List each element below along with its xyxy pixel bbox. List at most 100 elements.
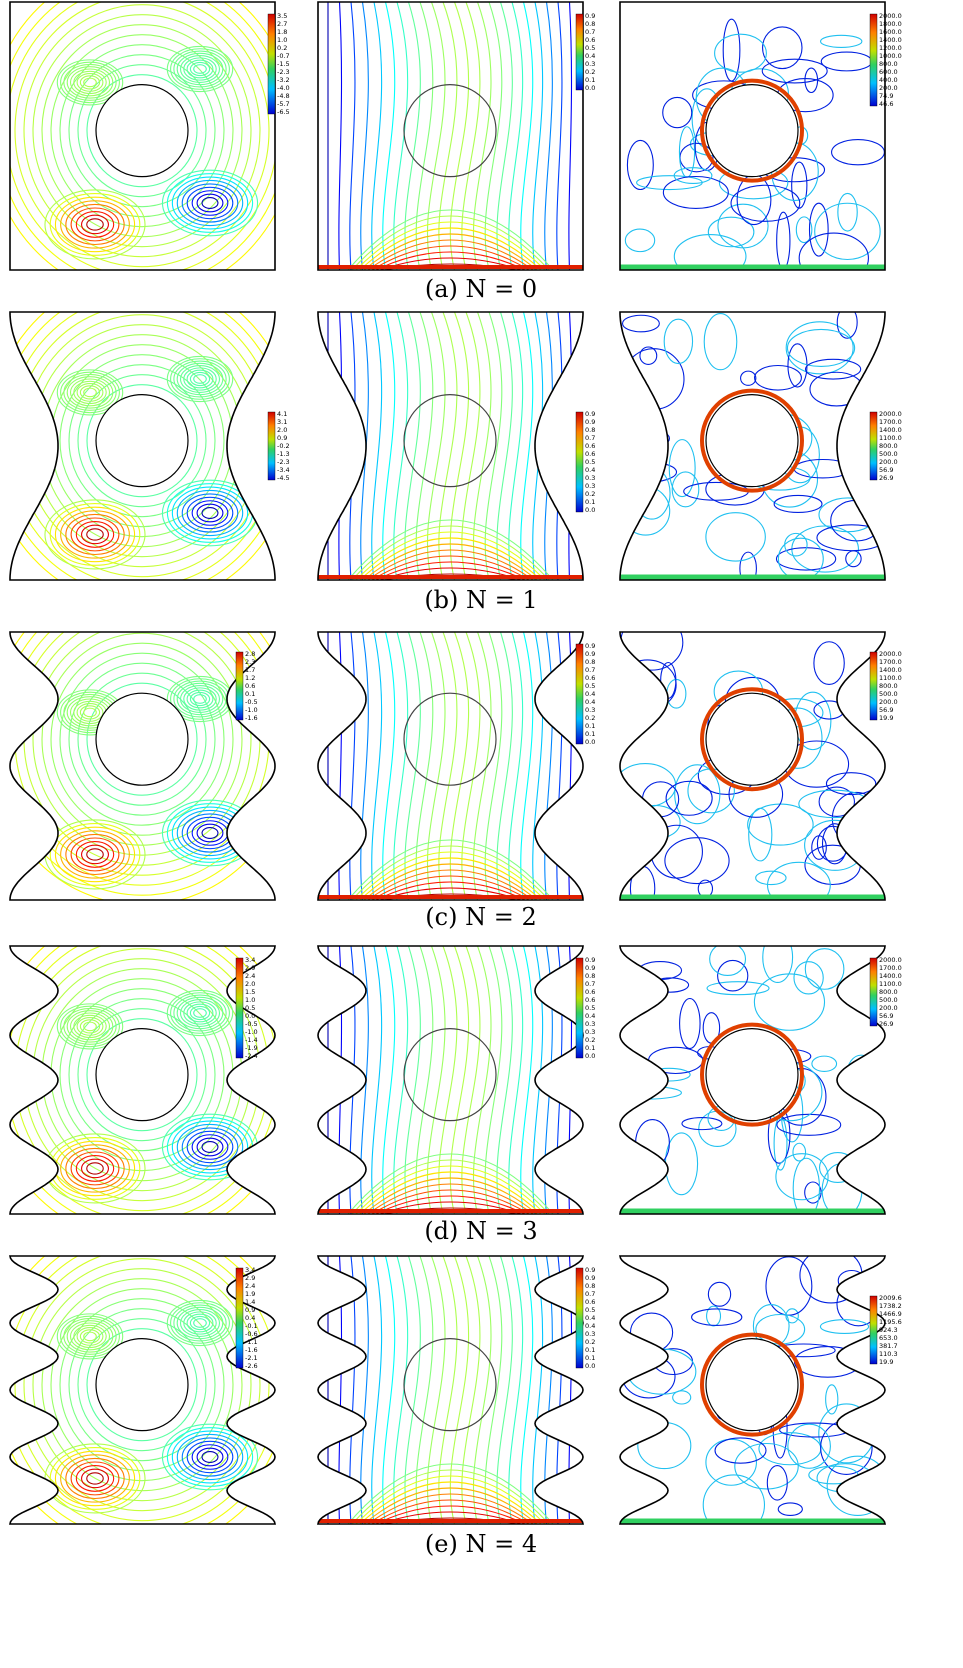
colorbar-label: 500.0 (879, 996, 898, 1004)
cylinder (404, 1339, 496, 1431)
contour-line (557, 632, 562, 900)
contour-line (787, 329, 854, 366)
contour-line (710, 943, 746, 976)
contour-line (372, 946, 382, 1214)
contour-line (638, 1280, 656, 1294)
contour-panel: 3.52.71.81.00.2-0.7-1.5-2.3-3.2-4.0-4.8-… (0, 0, 296, 297)
contour-line (817, 525, 886, 551)
colorbar-label: 0.0 (585, 1362, 595, 1370)
colorbar (576, 412, 583, 512)
contour-line (826, 1385, 838, 1414)
colorbar-label: 56.9 (879, 466, 893, 474)
colorbar-label: 200.0 (879, 458, 898, 466)
contours (318, 1256, 583, 1524)
colorbar-label: 4.1 (277, 410, 287, 418)
colorbar-label: 2000.0 (879, 956, 902, 964)
contour-panel: 0.90.90.80.70.60.50.40.40.30.20.10.10.0 (318, 632, 595, 900)
colorbar-label: 0.9 (245, 1306, 255, 1314)
cylinder (404, 693, 496, 785)
colorbar-label: 1.5 (245, 988, 255, 996)
contour-line (821, 35, 862, 47)
colorbar-label: 1800.0 (879, 20, 902, 28)
contour-line (755, 365, 802, 390)
colorbar-label: 1400.0 (879, 666, 902, 674)
colorbar-label: 0.4 (245, 1314, 255, 1322)
contour-line (778, 538, 823, 579)
colorbar-label: 0.8 (585, 658, 595, 666)
colorbar-label: 500.0 (879, 690, 898, 698)
contour-line (64, 374, 116, 410)
contour-line (821, 52, 872, 71)
contour-line (167, 1118, 252, 1177)
colorbar-label: 0.4 (585, 52, 595, 60)
colorbar-label: 0.9 (585, 650, 595, 658)
colorbar-label: 1100.0 (879, 980, 902, 988)
colorbar-label: 0.0 (585, 84, 595, 92)
colorbar-label: 3.1 (277, 418, 287, 426)
contour-line (545, 946, 553, 1214)
contour-line (533, 1256, 543, 1524)
contour-line (171, 993, 230, 1033)
colorbar-label: 0.7 (585, 980, 595, 988)
colorbar-label: 0.9 (585, 12, 595, 20)
colorbar-label: 0.0 (585, 1052, 595, 1060)
colorbar-label: -6.5 (277, 108, 290, 116)
contour-line (569, 1256, 572, 1524)
contour-line (383, 312, 395, 580)
contour-line (339, 946, 342, 1214)
contour-line (171, 359, 230, 399)
colorbar-label: -0.7 (277, 52, 290, 60)
colorbar-label: 0.8 (585, 972, 595, 980)
caption: (a) N = 0 (425, 275, 537, 303)
colorbar-label: 56.9 (879, 1012, 893, 1020)
colorbar-label: 0.5 (585, 682, 595, 690)
contour-line (839, 437, 858, 460)
contour-line (350, 946, 355, 1214)
colorbar-label: 2000.0 (879, 410, 902, 418)
colorbar-label: 3.4 (245, 956, 255, 964)
colorbar-label: -1.3 (277, 450, 290, 458)
colorbar-label: 500.0 (879, 450, 898, 458)
contour-panel: 2009.61738.21466.91195.6924.3653.0381.71… (620, 1247, 902, 1534)
colorbar-label: 19.9 (879, 714, 893, 722)
colorbar-label: -2.3 (277, 68, 290, 76)
contour-line (350, 2, 355, 270)
colorbar-label: 0.4 (585, 1314, 595, 1322)
colorbar-label: 3.5 (277, 12, 287, 20)
colorbar-label: 0.2 (585, 1036, 595, 1044)
colorbar-label: 0.3 (585, 482, 595, 490)
contour-line (805, 359, 860, 379)
colorbar-label: 2.4 (245, 972, 255, 980)
caption: (c) N = 2 (425, 903, 536, 931)
colorbar (870, 412, 877, 480)
colorbar-label: 0.4 (585, 690, 595, 698)
colorbar-label: 0.1 (585, 722, 595, 730)
cylinder (96, 1029, 188, 1121)
colorbar-label: 1600.0 (879, 28, 902, 36)
colorbar-label: 1.0 (245, 996, 255, 1004)
colorbar-label: 1100.0 (879, 434, 902, 442)
contour-line (778, 1503, 802, 1515)
contour-line (533, 632, 543, 900)
contour-line (794, 962, 823, 994)
colorbar-label: 2.9 (245, 964, 255, 972)
contour-line (521, 946, 533, 1214)
colorbar-label: 1.4 (245, 1298, 255, 1306)
contour-line (630, 866, 654, 910)
contour-line (795, 1347, 861, 1378)
colorbar (236, 652, 243, 720)
contour-line (817, 1464, 873, 1493)
contour-line (663, 97, 692, 127)
contour-line (361, 312, 369, 580)
colorbar-label: 0.9 (585, 1274, 595, 1282)
contour-line (648, 1068, 690, 1081)
colorbar-label: 46.6 (879, 100, 893, 108)
contour-panel: 2000.01700.01400.01100.0800.0500.0200.05… (614, 932, 902, 1218)
contour-line (339, 1256, 342, 1524)
colorbar-label: 0.7 (585, 666, 595, 674)
contour-line (708, 217, 754, 247)
contour-line (74, 1325, 106, 1347)
colorbar-label: 1700.0 (879, 418, 902, 426)
contour-line (350, 1256, 355, 1524)
colorbar-label: 0.2 (585, 1338, 595, 1346)
